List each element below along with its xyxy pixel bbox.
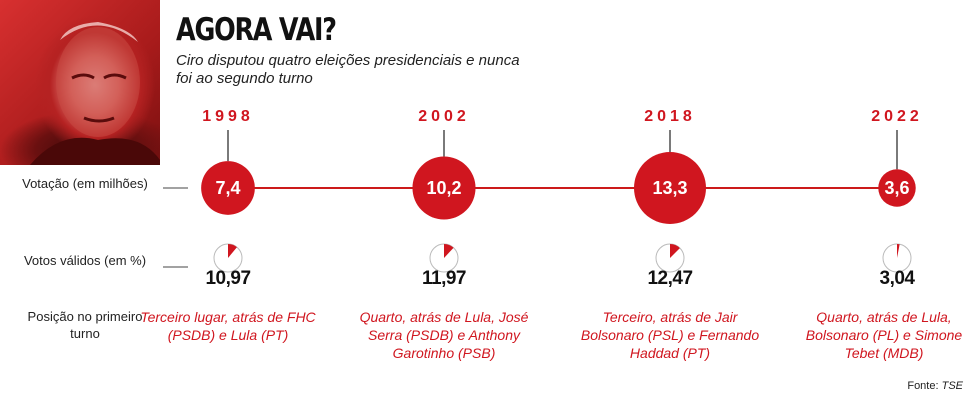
- year-label: 1998: [202, 108, 254, 125]
- votes-value: 10,2: [426, 178, 461, 198]
- votes-bubble: [878, 169, 916, 207]
- source-note: Fonte: TSE: [907, 380, 963, 392]
- source-name: TSE: [941, 380, 963, 392]
- votes-value: 13,3: [652, 178, 687, 198]
- page-title: AGORA VAI?: [176, 12, 337, 48]
- votes-bubble: [201, 161, 255, 215]
- portrait-illustration: [30, 22, 160, 165]
- votes-value: 3,6: [884, 178, 909, 198]
- pct-value: 10,97: [205, 268, 251, 289]
- votes-bubble: [634, 152, 706, 224]
- pct-pie-slice: [670, 244, 680, 258]
- year-label: 2018: [644, 108, 696, 125]
- row-label-votos-validos: Votos válidos (em %): [23, 253, 147, 268]
- row-label-votacao: Votação (em milhões): [22, 176, 148, 191]
- position-text: Quarto, atrás de Lula, José Serra (PSDB)…: [359, 309, 529, 361]
- source-label: Fonte:: [907, 380, 939, 392]
- votes-value: 7,4: [215, 178, 240, 198]
- subtitle: Ciro disputou quatro eleições presidenci…: [176, 52, 520, 87]
- position-text: Terceiro, atrás de Jair Bolsonaro (PSL) …: [580, 309, 760, 361]
- pct-value: 3,04: [879, 268, 915, 289]
- year-label: 2022: [871, 108, 923, 125]
- year-label: 2002: [418, 108, 470, 125]
- row-label-posicao: Posição no primeiro turno: [27, 309, 143, 341]
- pct-pie-slice: [444, 244, 454, 258]
- votes-bubble: [412, 156, 476, 220]
- pct-pie-slice: [897, 244, 900, 258]
- pct-value: 12,47: [647, 268, 693, 289]
- position-text: Quarto, atrás de Lula, Bolsonaro (PL) e …: [805, 309, 963, 361]
- candidate-photo: [0, 0, 160, 165]
- pct-pie-slice: [228, 244, 237, 258]
- pct-value: 11,97: [422, 268, 467, 289]
- position-text: Terceiro lugar, atrás de FHC (PSDB) e Lu…: [140, 309, 316, 343]
